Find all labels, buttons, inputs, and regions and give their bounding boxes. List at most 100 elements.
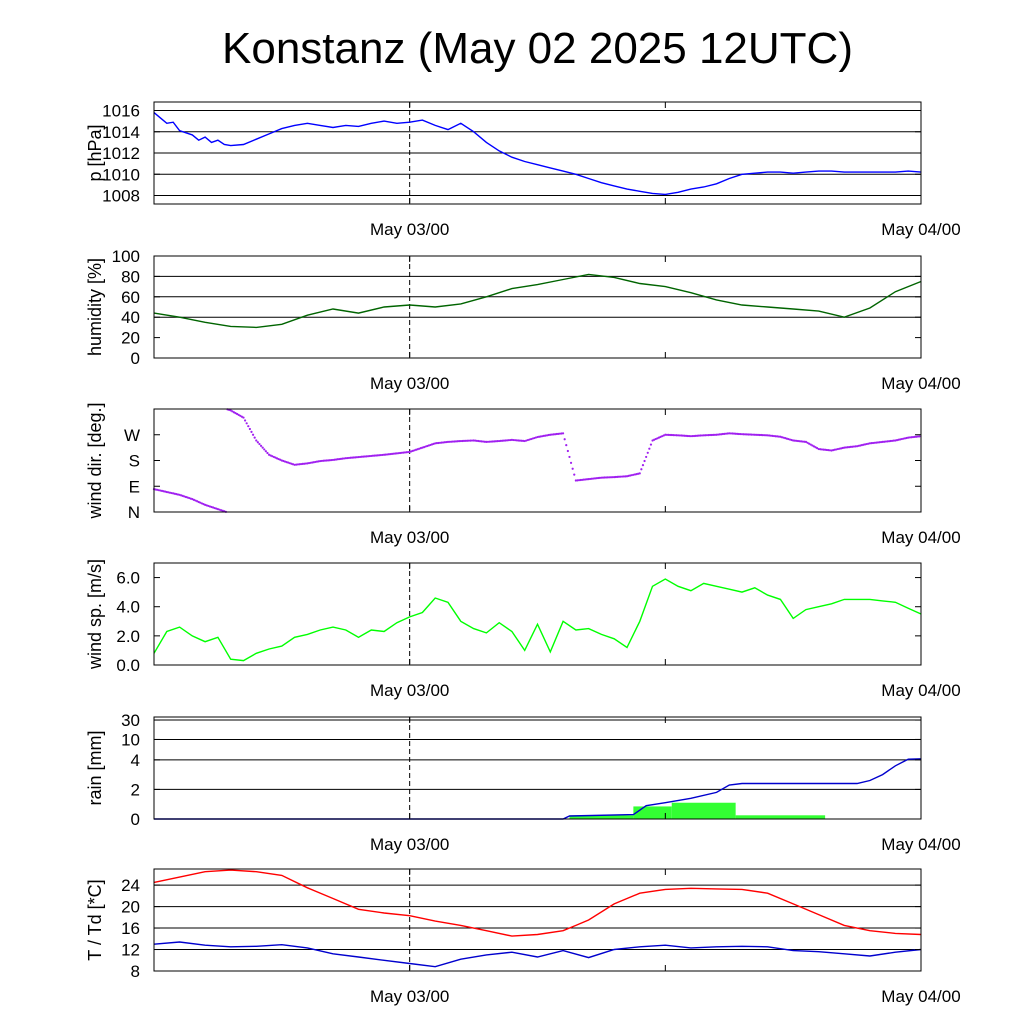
wind-direction-point: [793, 439, 796, 442]
wind-direction-point: [379, 453, 383, 457]
wind-direction-point: [677, 434, 680, 437]
y-axis-label: wind dir. [deg.]: [85, 402, 105, 519]
wind-direction-point: [768, 434, 771, 437]
y-tick-label: 1008: [102, 187, 140, 206]
wind-direction-point: [569, 461, 573, 464]
wind-direction-point: [876, 441, 879, 444]
wind-direction-point: [589, 477, 592, 481]
wind-direction-point: [597, 476, 600, 480]
wind-direction-point: [776, 435, 779, 438]
wind-direction-point: [777, 435, 780, 438]
wind-direction-point: [716, 433, 720, 436]
wind-direction-point: [720, 433, 723, 436]
wind-direction-point: [478, 440, 482, 443]
wind-direction-point: [394, 452, 397, 455]
wind-direction-point: [360, 455, 363, 458]
wind-direction-point: [263, 448, 266, 451]
temperature-series-0-line: [153, 869, 922, 937]
wind-direction-point: [916, 435, 919, 438]
wind-direction-point: [461, 439, 464, 443]
wind-direction-point: [405, 451, 408, 454]
wind-direction-point: [646, 451, 649, 454]
wind-direction-point: [745, 433, 748, 436]
rain-bar: [569, 815, 634, 819]
wind-direction-point: [319, 459, 322, 463]
wind-direction-point: [664, 433, 667, 436]
wind-direction-point: [261, 446, 264, 449]
wind-direction-point: [327, 459, 330, 462]
wind-direction-point: [579, 478, 582, 482]
wind-direction-point: [577, 479, 581, 482]
wind-direction-point: [376, 454, 379, 457]
wind-direction-point: [253, 436, 256, 439]
wind-direction-point: [571, 467, 574, 470]
y-tick-label: 2: [131, 780, 140, 799]
wind-direction-point: [819, 448, 822, 451]
wind-direction-point: [255, 439, 258, 442]
wind-direction-point: [498, 439, 501, 443]
wind-direction-point: [555, 432, 558, 436]
chart-title: Konstanz (May 02 2025 12UTC): [222, 24, 853, 73]
wind-direction-point: [504, 439, 507, 442]
wind-direction-point: [587, 477, 590, 481]
wind-direction-point: [809, 443, 812, 446]
wind-direction-point: [825, 448, 828, 452]
wind-direction-point: [669, 433, 672, 437]
wind-direction-point: [560, 432, 563, 435]
wind-direction-point: [250, 430, 253, 433]
wind-direction-point: [763, 434, 766, 437]
panel-frame: [153, 716, 922, 820]
wind-direction-point: [435, 442, 438, 445]
wind-direction-point: [774, 435, 777, 438]
wind-direction-point: [517, 439, 520, 442]
wind-direction-point: [462, 439, 466, 443]
humidity-series-0-line: [153, 273, 922, 329]
wind-direction-point: [584, 478, 587, 481]
wind-direction-point: [681, 434, 685, 437]
wind-direction-point: [298, 463, 301, 466]
wind-direction-point: [854, 445, 857, 448]
wind-direction-point: [710, 433, 713, 437]
y-tick-label: E: [129, 477, 140, 496]
wind-direction-point: [913, 435, 916, 438]
wind-direction-point: [434, 442, 437, 445]
wind-direction-point: [613, 475, 616, 479]
wind-direction-point: [557, 432, 560, 435]
wind-direction-point: [753, 433, 756, 436]
wind-direction-point: [617, 475, 621, 478]
wind-direction-point: [320, 459, 323, 463]
wind-direction-point: [755, 433, 758, 436]
wind-direction-point: [881, 440, 884, 444]
wind-direction-point: [641, 464, 645, 467]
wind-direction-point: [868, 442, 871, 445]
wind-direction-point: [670, 433, 673, 437]
y-tick-label: 100: [112, 247, 140, 266]
wind-direction-point: [728, 432, 731, 435]
wind-direction-point: [873, 441, 876, 444]
wind-direction-point: [373, 454, 376, 457]
y-tick-label: S: [129, 452, 140, 471]
wind-direction-point: [565, 444, 568, 447]
wind-direction-point: [801, 440, 804, 443]
y-tick-label: 1010: [102, 165, 140, 184]
y-tick-label: 1014: [102, 123, 140, 142]
y-tick-label: 60: [121, 288, 140, 307]
wind-direction-point: [918, 435, 921, 438]
wind-direction-point: [878, 441, 881, 444]
wind-direction-point: [331, 458, 335, 462]
wind-direction-point: [645, 455, 648, 459]
wind-direction-point: [437, 441, 440, 445]
y-tick-label: 40: [121, 308, 140, 327]
wind-direction-point: [771, 434, 774, 437]
wind-direction-point: [367, 455, 370, 458]
wind-direction-point: [750, 433, 753, 436]
wind-direction-point: [502, 439, 506, 442]
wind-direction-point: [344, 457, 347, 460]
wind-direction-point: [649, 443, 653, 446]
wind-direction-point: [507, 439, 510, 442]
wind-direction-point: [339, 457, 343, 460]
wind-direction-point: [522, 439, 525, 443]
wind-direction-point: [453, 440, 456, 443]
wind-direction-point: [475, 439, 478, 442]
wind-direction-point: [247, 425, 250, 428]
